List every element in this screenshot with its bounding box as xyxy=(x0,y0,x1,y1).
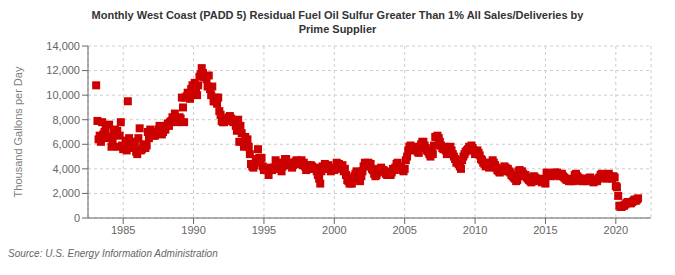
svg-text:2010: 2010 xyxy=(463,224,487,236)
svg-text:1990: 1990 xyxy=(181,224,205,236)
svg-text:4,000: 4,000 xyxy=(52,163,80,175)
svg-text:Thousand Gallons per Day: Thousand Gallons per Day xyxy=(12,66,24,197)
svg-text:1995: 1995 xyxy=(252,224,276,236)
svg-text:2,000: 2,000 xyxy=(52,187,80,199)
svg-text:2005: 2005 xyxy=(392,224,416,236)
svg-text:2015: 2015 xyxy=(533,224,557,236)
svg-text:6,000: 6,000 xyxy=(52,138,80,150)
html-text:Prime Supplier: Prime Supplier xyxy=(298,23,377,35)
svg-text:12,000: 12,000 xyxy=(46,64,80,76)
svg-text:1985: 1985 xyxy=(111,224,135,236)
html-text:Source: U.S. Energy Informatio: Source: U.S. Energy Information Administ… xyxy=(8,248,218,259)
html-text:Monthly West Coast (PADD 5) Re: Monthly West Coast (PADD 5) Residual Fue… xyxy=(91,9,584,21)
svg-text:10,000: 10,000 xyxy=(46,89,80,101)
svg-text:2020: 2020 xyxy=(604,224,628,236)
svg-text:8,000: 8,000 xyxy=(52,114,80,126)
svg-text:2000: 2000 xyxy=(322,224,346,236)
svg-text:14,000: 14,000 xyxy=(46,40,80,52)
svg-text:0: 0 xyxy=(74,212,80,224)
